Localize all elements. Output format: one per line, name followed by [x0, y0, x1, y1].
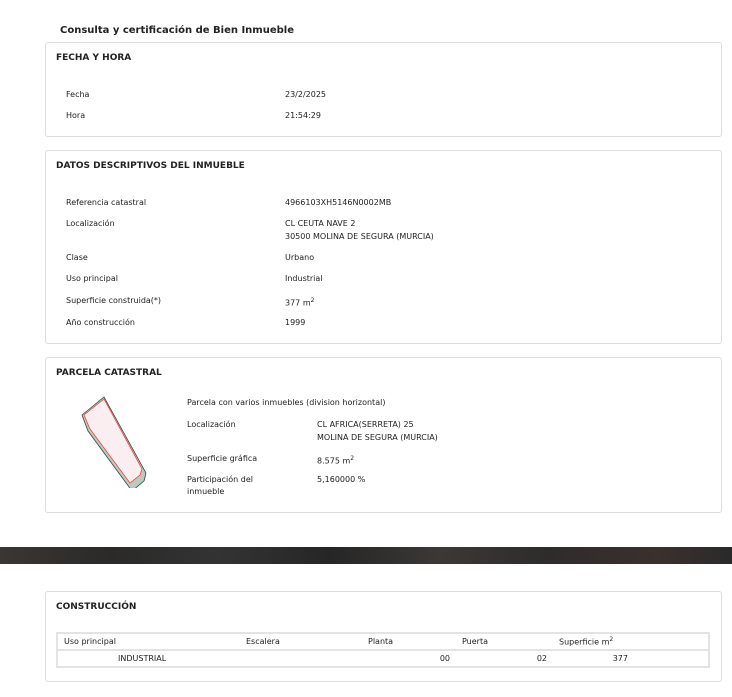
section-heading: PARCELA CATASTRAL	[56, 368, 162, 378]
loc-line1: CL CEUTA NAVE 2	[285, 219, 356, 228]
parcela-desc: Parcela con varios inmuebles (division h…	[187, 398, 386, 407]
clase-label: Clase	[66, 253, 88, 262]
fecha-value: 23/2/2025	[285, 90, 327, 99]
part-label1: Participación del	[187, 475, 253, 484]
hora-label: Hora	[66, 111, 86, 120]
fecha-label: Fecha	[66, 90, 90, 99]
parcel-map-image	[81, 396, 147, 488]
clase-value: Urbano	[285, 253, 315, 262]
section-heading: CONSTRUCCIÓN	[56, 602, 137, 612]
part-label2: inmueble	[187, 487, 225, 496]
loc-line1: CL AFRICA(SERRETA) 25	[317, 420, 414, 429]
sup-label: Superficie construida(*)	[66, 296, 162, 305]
hora-value: 21:54:29	[285, 111, 321, 120]
page-title: Consulta y certificación de Bien Inmuebl…	[60, 25, 294, 36]
sup-value: 8.575 m2	[317, 455, 355, 466]
part-value: 5,160000 %	[317, 475, 366, 484]
table-header: Uso principal Escalera Planta Puerta Sup…	[57, 632, 709, 650]
parcela-section: PARCELA CATASTRAL Parcela con varios inm…	[45, 357, 722, 513]
construccion-table: Uso principal Escalera Planta Puerta Sup…	[56, 632, 710, 668]
loc-line2: 30500 MOLINA DE SEGURA (MURCIA)	[285, 232, 434, 241]
construccion-section: CONSTRUCCIÓN Uso principal Escalera Plan…	[45, 591, 722, 682]
section-heading: FECHA Y HORA	[56, 53, 132, 63]
sup-label: Superficie gráfica	[187, 454, 258, 463]
ref-value: 4966103XH5146N0002MB	[285, 198, 392, 207]
loc-label: Localización	[187, 420, 236, 429]
anio-value: 1999	[285, 318, 306, 327]
background-image-strip	[0, 547, 732, 564]
anio-label: Año construcción	[66, 318, 135, 327]
fecha-hora-section: FECHA Y HORA Fecha 23/2/2025 Hora 21:54:…	[45, 42, 722, 137]
uso-label: Uso principal	[66, 274, 118, 283]
section-heading: DATOS DESCRIPTIVOS DEL INMUEBLE	[56, 161, 245, 171]
loc-line2: MOLINA DE SEGURA (MURCIA)	[317, 433, 438, 442]
uso-value: Industrial	[285, 274, 323, 283]
loc-label: Localización	[66, 219, 115, 228]
ref-label: Referencia catastral	[66, 198, 147, 207]
datos-section: DATOS DESCRIPTIVOS DEL INMUEBLE Referenc…	[45, 150, 722, 344]
sup-value: 377 m2	[285, 297, 315, 308]
table-row: INDUSTRIAL 00 02 377	[57, 649, 709, 667]
